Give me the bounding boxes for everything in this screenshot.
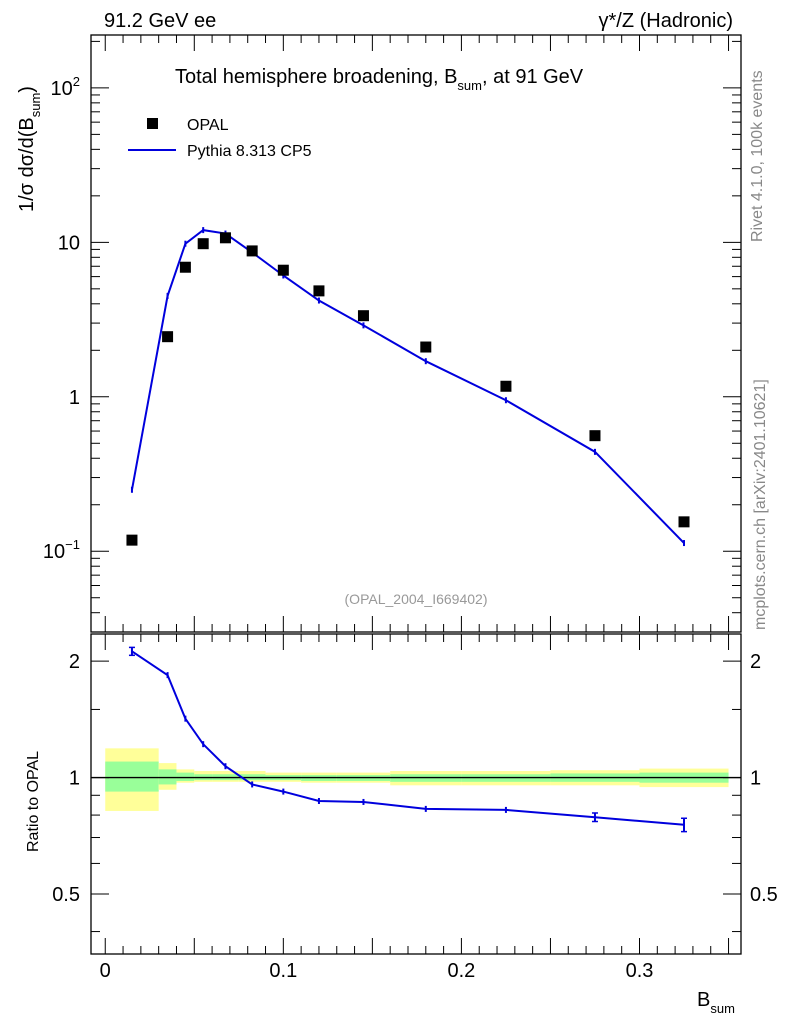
opal-point-2 <box>179 261 191 273</box>
ratio-tick-label-right-1: 1 <box>750 768 761 790</box>
y-tick-label-base-2: 10 <box>58 232 80 254</box>
ratio-y-axis-label: Ratio to OPAL <box>25 751 42 852</box>
x-tick-label-3: 0.3 <box>626 960 654 982</box>
ratio-tick-label-right-2: 2 <box>750 651 761 673</box>
y-axis-label-subscript: sum <box>28 93 43 118</box>
y-tick-label-1: 1 <box>69 387 80 409</box>
legend-opal-marker <box>147 118 158 129</box>
y-tick-label-base-0: 10 <box>43 541 65 563</box>
legend-opal-label: OPAL <box>187 117 229 134</box>
band-inner-1 <box>158 769 177 785</box>
x-tick-label-2: 0.2 <box>448 960 476 982</box>
y-tick-label-exp-0: −1 <box>65 537 80 552</box>
opal-point-8 <box>357 310 369 322</box>
y-tick-label-0: 10−1 <box>43 537 80 563</box>
chart-title-subscript: sum <box>457 78 482 93</box>
mc-curve-main <box>130 227 686 547</box>
opal-point-12 <box>678 516 690 528</box>
opal-point-5 <box>246 245 258 257</box>
header-energy-label: 91.2 GeV ee <box>104 10 216 32</box>
opal-point-10 <box>500 380 512 392</box>
main-plot-frame <box>90 34 742 633</box>
x-axis-label-main: B <box>697 989 710 1011</box>
pythia-ratio-line <box>131 650 685 826</box>
band-inner-0 <box>105 761 159 792</box>
y-tick-label-2: 10 <box>58 232 80 254</box>
legend-pythia-label: Pythia 8.313 CP5 <box>187 143 312 160</box>
y-axis-label-main: 1/σ dσ/d(B <box>16 117 38 212</box>
opal-point-1 <box>162 331 174 343</box>
opal-point-0 <box>126 534 138 546</box>
x-axis-label-subscript: sum <box>710 1001 735 1016</box>
y-axis-label-tail: ) <box>16 86 38 93</box>
ratio-uncertainty-bands <box>105 748 729 811</box>
pythia-main-line <box>130 229 685 544</box>
x-axis-label: Bsum <box>697 989 735 1016</box>
opal-point-9 <box>420 341 432 353</box>
mc-ratio-curve <box>128 646 688 833</box>
x-tick-label-0: 0 <box>100 960 111 982</box>
chart-title-main: Total hemisphere broadening, B <box>175 66 457 88</box>
band-inner-2 <box>176 772 195 781</box>
opal-point-6 <box>277 264 289 276</box>
plot-frames <box>90 34 742 955</box>
chart-title-tail: , at 91 GeV <box>482 66 584 88</box>
y-tick-label-3: 102 <box>51 74 80 100</box>
x-tick-label-1: 0.1 <box>269 960 297 982</box>
ratio-tick-label-left-2: 2 <box>69 651 80 673</box>
ratio-tick-label-right-0: 0.5 <box>750 884 778 906</box>
opal-point-3 <box>197 238 209 250</box>
opal-point-4 <box>219 232 231 244</box>
ratio-tick-label-left-1: 1 <box>69 768 80 790</box>
mcplots-credit-label: mcplots.cern.ch [arXiv:2401.10621] <box>752 379 769 630</box>
y-tick-label-base-3: 10 <box>51 78 73 100</box>
rivet-version-label: Rivet 4.1.0, 100k events <box>749 70 766 242</box>
header-process-label: γ*/Z (Hadronic) <box>599 10 733 32</box>
y-axis-label: 1/σ dσ/d(Bsum) <box>16 86 43 212</box>
axis-ticks <box>91 35 741 954</box>
analysis-id-label: (OPAL_2004_I669402) <box>345 591 488 607</box>
y-tick-label-base-1: 1 <box>69 387 80 409</box>
legend: OPAL Pythia 8.313 CP5 <box>128 117 312 160</box>
ratio-tick-label-left-0: 0.5 <box>52 884 80 906</box>
chart-title: Total hemisphere broadening, Bsum, at 91… <box>175 66 584 93</box>
opal-point-7 <box>313 285 325 297</box>
opal-data-points <box>126 232 690 546</box>
y-tick-label-exp-3: 2 <box>73 74 80 89</box>
ratio-plot-frame <box>90 633 742 955</box>
opal-point-11 <box>589 430 601 442</box>
